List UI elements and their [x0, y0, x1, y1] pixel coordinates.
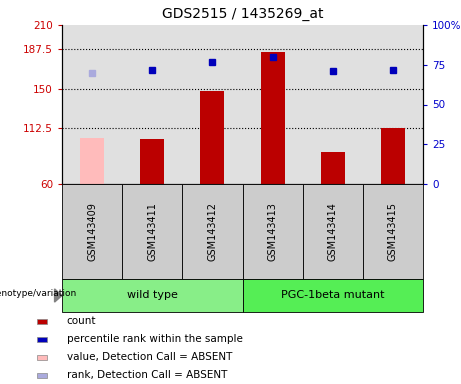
Bar	[363, 184, 423, 279]
Bar	[242, 184, 303, 279]
Bar	[321, 152, 345, 184]
Polygon shape	[54, 289, 62, 302]
Text: percentile rank within the sample: percentile rank within the sample	[66, 334, 242, 344]
Bar	[37, 373, 47, 377]
Title: GDS2515 / 1435269_at: GDS2515 / 1435269_at	[162, 7, 323, 21]
Text: wild type: wild type	[127, 291, 177, 301]
Bar	[62, 279, 242, 312]
Text: rank, Detection Call = ABSENT: rank, Detection Call = ABSENT	[66, 370, 227, 380]
Bar	[80, 138, 104, 184]
Text: GSM143413: GSM143413	[267, 202, 278, 261]
Text: value, Detection Call = ABSENT: value, Detection Call = ABSENT	[66, 352, 232, 362]
Bar	[303, 184, 363, 279]
Text: GSM143412: GSM143412	[207, 202, 218, 261]
Bar	[201, 91, 225, 184]
Text: count: count	[66, 316, 96, 326]
Bar	[183, 184, 242, 279]
Bar	[242, 279, 423, 312]
Bar	[37, 355, 47, 359]
Bar	[260, 51, 284, 184]
Bar	[381, 128, 405, 184]
Bar	[122, 184, 183, 279]
Text: GSM143414: GSM143414	[328, 202, 338, 261]
Bar	[62, 184, 122, 279]
Text: GSM143415: GSM143415	[388, 202, 398, 261]
Bar	[37, 319, 47, 324]
Text: genotype/variation: genotype/variation	[0, 290, 77, 298]
Bar	[140, 139, 164, 184]
Text: GSM143411: GSM143411	[147, 202, 157, 261]
Bar	[37, 337, 47, 342]
Text: PGC-1beta mutant: PGC-1beta mutant	[281, 291, 384, 301]
Text: GSM143409: GSM143409	[87, 202, 97, 261]
